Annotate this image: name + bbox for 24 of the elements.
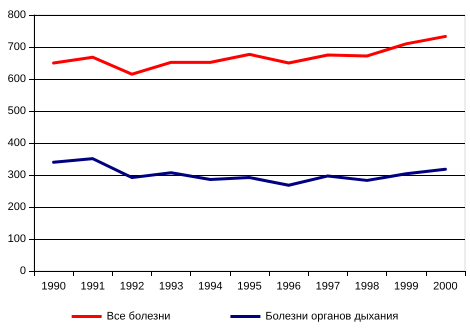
legend-label: Болезни органов дыхания (265, 310, 398, 322)
x-tick-label: 1997 (316, 280, 340, 292)
y-tick-label: 400 (8, 137, 26, 149)
y-tick-label: 300 (8, 169, 26, 181)
x-tick-label: 1995 (237, 280, 262, 292)
x-tick-label: 1990 (41, 280, 66, 292)
legend-label: Все болезни (106, 310, 170, 322)
x-tick-label: 1991 (80, 280, 106, 292)
x-tick-label: 1993 (158, 280, 184, 292)
y-tick-label: 700 (8, 41, 26, 53)
x-tick-label: 1999 (394, 280, 418, 292)
x-tick-label: 1992 (120, 280, 144, 292)
y-tick-label: 200 (8, 201, 26, 213)
y-tick-label: 100 (8, 233, 26, 245)
y-tick-label: 600 (8, 73, 26, 85)
y-tick-label: 500 (8, 105, 26, 117)
x-tick-label: 1998 (354, 280, 380, 292)
x-tick-label: 2000 (433, 280, 458, 292)
x-tick-label: 1994 (198, 280, 223, 292)
line-series (52, 157, 447, 187)
y-tick-label: 0 (20, 265, 26, 277)
x-tick-label: 1996 (276, 280, 301, 292)
y-tick-label: 800 (8, 9, 26, 21)
line-series (52, 34, 447, 76)
